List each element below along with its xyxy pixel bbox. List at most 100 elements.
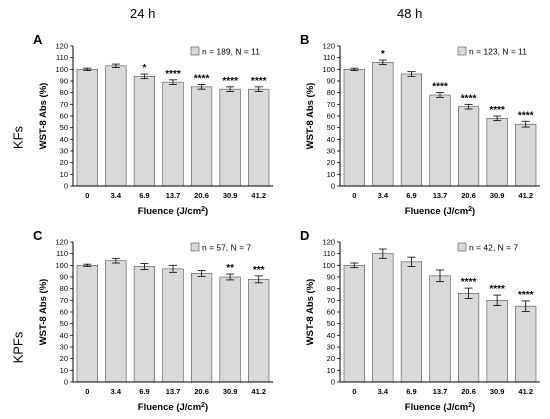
bar: [515, 123, 537, 187]
panel-letter: C: [33, 228, 43, 243]
x-tick-label: 6.9: [406, 191, 416, 200]
y-axis-title: WST-8 Abs (%): [38, 279, 49, 346]
bar: [429, 275, 451, 383]
y-tick-label: 100: [55, 65, 68, 74]
x-tick-label: 13.7: [433, 191, 448, 200]
legend-label: n = 57, N = 7: [202, 243, 251, 253]
x-tick-label: 30.9: [223, 387, 238, 396]
x-tick-label: 13.7: [166, 191, 181, 200]
legend-label: n = 42, N = 7: [469, 243, 518, 253]
bar: [105, 65, 127, 187]
panel-d: D 0 3.4 6.9 13.7 **** 20.6 **** 30.9 **** 41.2 0 10 2…: [300, 228, 540, 413]
bar: [248, 279, 270, 383]
x-tick-label: 41.2: [251, 191, 266, 200]
x-tick-label: 41.2: [518, 387, 533, 396]
y-tick-label: 110: [323, 53, 335, 62]
bar: [190, 273, 213, 383]
y-tick-label: 60: [60, 308, 68, 317]
panel-letter: A: [33, 32, 43, 47]
bar: [162, 81, 184, 187]
panel-letter: B: [300, 32, 309, 47]
significance-label: ****: [518, 290, 534, 301]
y-tick-label: 50: [327, 319, 335, 328]
legend-swatch: [190, 242, 200, 252]
bar: [486, 118, 508, 187]
bar: [162, 268, 184, 383]
significance-label: **: [226, 263, 234, 274]
y-tick-label: 80: [327, 284, 335, 293]
bar: [457, 106, 480, 187]
y-tick-label: 90: [60, 77, 68, 86]
y-tick-label: 40: [327, 135, 335, 144]
panel-letter: D: [300, 228, 309, 243]
y-axis-title: WST-8 Abs (%): [38, 83, 49, 150]
bar: [133, 76, 156, 187]
y-tick-label: 30: [327, 147, 335, 156]
x-tick-label: 20.6: [461, 387, 476, 396]
y-tick-label: 60: [327, 308, 335, 317]
bar: [515, 305, 537, 383]
x-tick-label: 3.4: [111, 191, 122, 200]
y-tick-label: 90: [60, 273, 68, 282]
bar: [343, 69, 365, 187]
y-tick-label: 80: [327, 88, 335, 97]
significance-label: *: [381, 49, 385, 60]
panel-b: B 0 * 3.4 6.9 **** 13.7 **** 20.6 **** 30.9 **** 41.…: [300, 32, 540, 217]
x-tick-label: 3.4: [111, 387, 122, 396]
y-tick-label: 30: [60, 343, 68, 352]
x-tick-label: 20.6: [194, 387, 209, 396]
x-tick-label: 13.7: [433, 387, 448, 396]
significance-label: ****: [222, 76, 238, 87]
legend-label: n = 123, N = 11: [469, 47, 527, 57]
bar: [219, 88, 241, 187]
y-tick-label: 20: [327, 158, 335, 167]
bar: [457, 293, 480, 383]
x-axis-title: Fluence (J/cm2): [138, 402, 208, 413]
significance-label: ****: [489, 105, 505, 116]
y-tick-label: 60: [327, 112, 335, 121]
x-axis-title: Fluence (J/cm2): [405, 206, 475, 217]
bar: [343, 265, 365, 383]
y-tick-label: 120: [55, 42, 68, 51]
x-tick-label: 13.7: [166, 387, 181, 396]
y-axis-title: WST-8 Abs (%): [305, 279, 316, 346]
bar: [76, 69, 98, 187]
x-tick-label: 30.9: [490, 191, 505, 200]
x-tick-label: 6.9: [406, 387, 416, 396]
bar: [248, 88, 270, 187]
significance-label: ****: [165, 69, 181, 80]
y-tick-label: 100: [322, 65, 335, 74]
x-axis-title: Fluence (J/cm2): [405, 402, 475, 413]
bar: [76, 265, 98, 383]
x-tick-label: 20.6: [461, 191, 476, 200]
y-tick-label: 0: [64, 182, 68, 191]
bar: [105, 260, 127, 383]
x-tick-label: 0: [352, 387, 356, 396]
bar: [219, 276, 241, 383]
x-tick-label: 41.2: [518, 191, 533, 200]
panel-a: A 0 3.4 * 6.9 **** 13.7 **** 20.6 **** 30.9 **** 41.…: [33, 32, 273, 217]
significance-label: ****: [194, 74, 210, 85]
significance-label: ****: [518, 110, 534, 121]
significance-label: ****: [461, 93, 477, 104]
y-tick-label: 70: [327, 100, 335, 109]
legend-label: n = 189, N = 11: [202, 47, 260, 57]
y-tick-label: 120: [322, 42, 335, 51]
significance-label: ****: [461, 277, 477, 288]
y-tick-label: 0: [331, 378, 335, 387]
significance-label: ****: [489, 284, 505, 295]
panel-c: C 0 3.4 6.9 13.7 20.6 ** 30.9 *** 41.2 0 10 20 30 40 50…: [33, 228, 273, 413]
y-tick-label: 20: [60, 354, 68, 363]
legend-swatch: [457, 46, 467, 56]
x-tick-label: 6.9: [139, 387, 149, 396]
y-tick-label: 70: [60, 100, 68, 109]
column-header-48h: 48 h: [397, 6, 423, 21]
y-tick-label: 30: [327, 343, 335, 352]
y-tick-label: 0: [331, 182, 335, 191]
x-tick-label: 6.9: [139, 191, 149, 200]
y-tick-label: 40: [60, 135, 68, 144]
y-tick-label: 100: [322, 261, 335, 270]
significance-label: *: [142, 63, 146, 74]
column-header-24h: 24 h: [130, 6, 156, 21]
